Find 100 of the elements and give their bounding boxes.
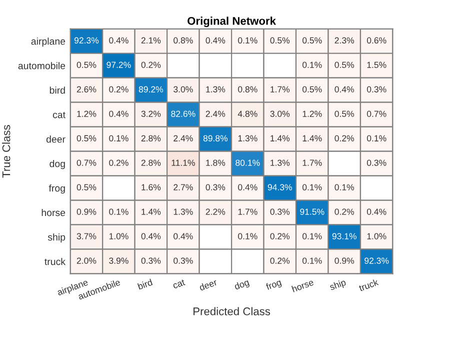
data-label: 0.2% bbox=[109, 160, 128, 166]
y-tick-label: airplane bbox=[31, 38, 66, 47]
data-label: 1.0% bbox=[367, 233, 386, 240]
y-axis-title: True Class bbox=[2, 125, 10, 178]
data-label: 11.1% bbox=[172, 160, 195, 166]
data-label: 0.7% bbox=[76, 160, 96, 166]
data-label: 0.1% bbox=[366, 135, 386, 142]
y-tick-label: deer bbox=[46, 136, 66, 143]
data-label: 97.2% bbox=[106, 62, 131, 68]
data-label: 0.1% bbox=[302, 233, 322, 240]
y-tick-label: cat bbox=[52, 112, 66, 118]
x-tick-label: deer bbox=[198, 278, 218, 291]
data-label: 2.0% bbox=[76, 258, 96, 264]
data-label: 1.4% bbox=[302, 135, 322, 142]
data-label: 0.8% bbox=[238, 86, 258, 92]
data-label: 1.8% bbox=[206, 160, 226, 166]
x-tick-label: truck bbox=[358, 278, 379, 292]
data-label: 2.4% bbox=[174, 135, 193, 142]
data-label: 0.2% bbox=[270, 233, 290, 240]
y-tick-label: ship bbox=[48, 233, 66, 243]
data-label: 94.3% bbox=[268, 184, 292, 190]
x-tick-label: ship bbox=[329, 278, 347, 292]
data-label: 0.5% bbox=[270, 37, 290, 44]
data-label: 0.4% bbox=[366, 208, 386, 215]
data-label: 1.0% bbox=[109, 233, 128, 240]
data-label: 0.5% bbox=[302, 37, 322, 44]
data-label: 1.7% bbox=[238, 208, 258, 215]
chart-title: Original Network bbox=[188, 16, 276, 28]
data-label: 1.6% bbox=[142, 184, 161, 190]
x-tick-label: horse bbox=[291, 278, 314, 292]
x-tick-label: cat bbox=[172, 279, 186, 289]
data-label: 0.4% bbox=[174, 233, 193, 240]
data-label: 2.8% bbox=[141, 160, 161, 166]
data-label: 92.3% bbox=[74, 37, 99, 44]
data-label: 0.5% bbox=[334, 110, 354, 117]
data-label: 1.4% bbox=[142, 208, 161, 215]
data-label: 0.2% bbox=[109, 86, 128, 92]
data-label: 0.5% bbox=[302, 86, 322, 92]
x-axis-title: Predicted Class bbox=[194, 307, 270, 316]
data-label: 82.6% bbox=[171, 110, 196, 117]
data-label: 1.3% bbox=[174, 208, 193, 215]
data-label: 0.1% bbox=[238, 233, 258, 240]
data-label: 0.3% bbox=[141, 258, 161, 264]
data-label: 2.1% bbox=[141, 37, 161, 44]
data-label: 80.1% bbox=[236, 160, 260, 166]
data-label: 1.4% bbox=[270, 135, 290, 142]
data-label: 2.6% bbox=[76, 86, 96, 92]
data-label: 3.7% bbox=[76, 233, 96, 240]
data-label: 1.7% bbox=[302, 160, 322, 166]
data-label: 0.4% bbox=[206, 37, 226, 44]
data-label: 0.1% bbox=[302, 184, 322, 190]
data-label: 1.7% bbox=[270, 86, 290, 92]
data-label: 92.3% bbox=[364, 258, 389, 264]
data-label: 0.1% bbox=[238, 37, 258, 44]
data-label: 0.4% bbox=[109, 110, 128, 117]
data-label: 0.5% bbox=[76, 62, 96, 68]
data-label: 0.1% bbox=[109, 208, 128, 215]
data-label: 0.7% bbox=[366, 110, 386, 117]
data-label: 0.2% bbox=[334, 208, 354, 215]
data-label: 0.4% bbox=[109, 37, 128, 44]
data-label: 0.6% bbox=[366, 37, 386, 44]
x-tick-label: dog bbox=[234, 278, 250, 292]
data-label: 0.8% bbox=[174, 37, 193, 44]
x-tick-label: frog bbox=[265, 278, 282, 292]
data-label: 0.3% bbox=[366, 86, 386, 92]
data-label: 3.0% bbox=[174, 86, 193, 92]
data-label: 93.1% bbox=[332, 233, 356, 240]
data-label: 4.8% bbox=[238, 110, 258, 117]
data-label: 3.0% bbox=[270, 110, 290, 117]
data-label: 0.2% bbox=[141, 62, 161, 68]
y-tick-label: truck bbox=[44, 258, 66, 266]
data-label: 89.8% bbox=[203, 135, 228, 142]
y-tick-label: bird bbox=[50, 86, 65, 94]
data-label: 0.5% bbox=[334, 62, 354, 68]
data-label: 1.3% bbox=[270, 160, 290, 166]
y-tick-label: dog bbox=[50, 160, 65, 170]
data-label: 2.8% bbox=[141, 135, 161, 142]
data-label: 0.4% bbox=[141, 233, 161, 240]
data-label: 2.7% bbox=[174, 184, 193, 190]
data-label: 0.3% bbox=[174, 258, 193, 264]
data-label: 0.4% bbox=[238, 184, 258, 190]
data-label: 0.9% bbox=[76, 208, 96, 215]
data-label: 0.2% bbox=[334, 135, 354, 142]
data-label: 0.3% bbox=[366, 160, 386, 166]
data-label: 0.2% bbox=[270, 258, 290, 264]
x-tick-label: bird bbox=[137, 278, 153, 290]
data-label: 0.1% bbox=[109, 135, 128, 142]
data-label: 0.4% bbox=[334, 86, 354, 92]
data-label: 0.5% bbox=[76, 135, 96, 142]
data-label: 1.3% bbox=[238, 135, 258, 142]
data-label: 0.5% bbox=[76, 184, 96, 190]
data-label: 3.9% bbox=[109, 258, 128, 264]
data-label: 1.5% bbox=[367, 62, 386, 68]
y-tick-label: horse bbox=[42, 208, 66, 216]
data-label: 1.2% bbox=[77, 110, 96, 117]
data-label: 2.3% bbox=[334, 37, 354, 44]
data-label: 91.5% bbox=[300, 208, 324, 215]
data-label: 3.2% bbox=[141, 110, 161, 117]
y-tick-label: automobile bbox=[18, 62, 66, 70]
y-tick-label: frog bbox=[48, 184, 65, 194]
